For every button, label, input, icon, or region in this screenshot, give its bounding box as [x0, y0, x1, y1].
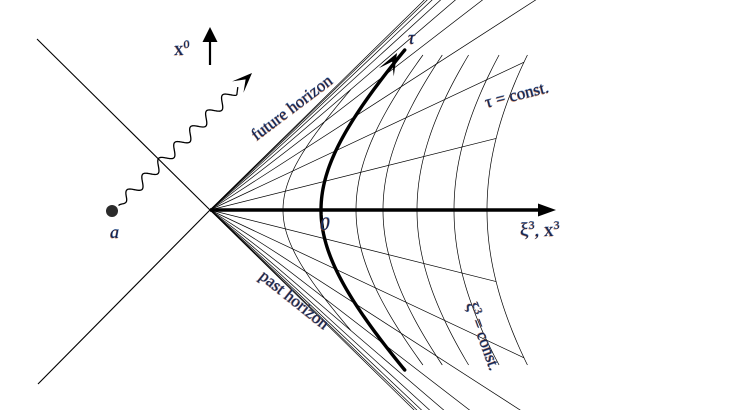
- svg-text:τ: τ: [408, 28, 416, 49]
- svg-text:0: 0: [320, 214, 330, 235]
- svg-text:a: a: [110, 222, 119, 242]
